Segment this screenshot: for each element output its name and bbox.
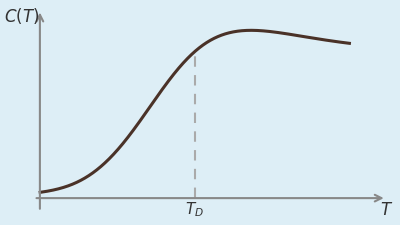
- Text: $\mathbf{\mathit{C(T)}}$: $\mathbf{\mathit{C(T)}}$: [4, 6, 39, 26]
- Text: $\mathit{T}_\mathit{D}$: $\mathit{T}_\mathit{D}$: [185, 200, 204, 219]
- Text: $\mathit{T}$: $\mathit{T}$: [380, 201, 393, 219]
